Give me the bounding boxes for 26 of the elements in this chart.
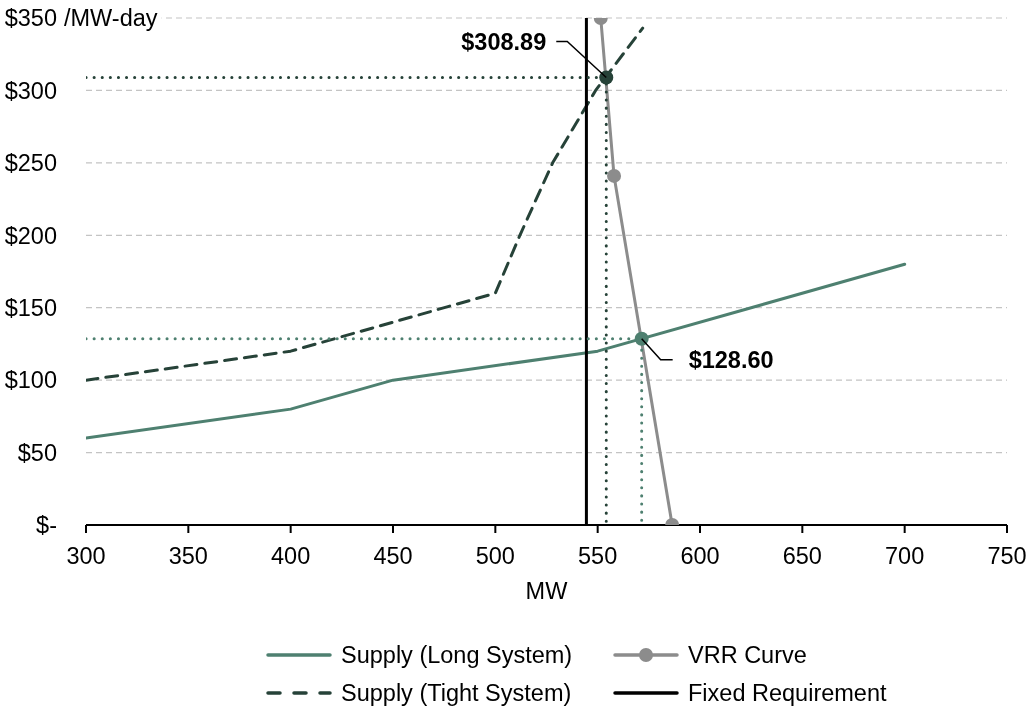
x-tick-label: 300 — [66, 542, 106, 569]
x-tick-label: 450 — [373, 542, 413, 569]
x-tick-label: 650 — [782, 542, 822, 569]
x-tick-label: 400 — [271, 542, 311, 569]
y-tick-label: $250 — [4, 150, 57, 177]
y-tick-label: $- — [36, 512, 57, 539]
x-tick-label: 700 — [885, 542, 925, 569]
legend-label: VRR Curve — [688, 641, 807, 669]
y-tick-label: $150 — [4, 295, 57, 322]
y-tick-label: $100 — [4, 367, 57, 394]
legend-label: Supply (Long System) — [341, 641, 573, 669]
x-tick-label: 550 — [578, 542, 618, 569]
y-tick-label: $200 — [4, 222, 57, 249]
x-tick-label: 600 — [680, 542, 720, 569]
legend-label: Fixed Requirement — [688, 679, 887, 707]
x-tick-label: 500 — [475, 542, 515, 569]
y-tick-label: $50 — [17, 439, 57, 466]
data-label: $308.89 — [461, 28, 547, 55]
x-axis-title: MW — [525, 578, 569, 604]
legend-label: Supply (Tight System) — [341, 679, 572, 707]
y-tick-label: $300 — [4, 77, 57, 104]
x-tick-label: 750 — [987, 542, 1027, 569]
data-label: $128.60 — [688, 346, 774, 373]
x-tick-label: 350 — [168, 542, 208, 569]
y-tick-label: $350 — [4, 5, 57, 32]
y-axis-title: /MW-day — [64, 5, 158, 31]
